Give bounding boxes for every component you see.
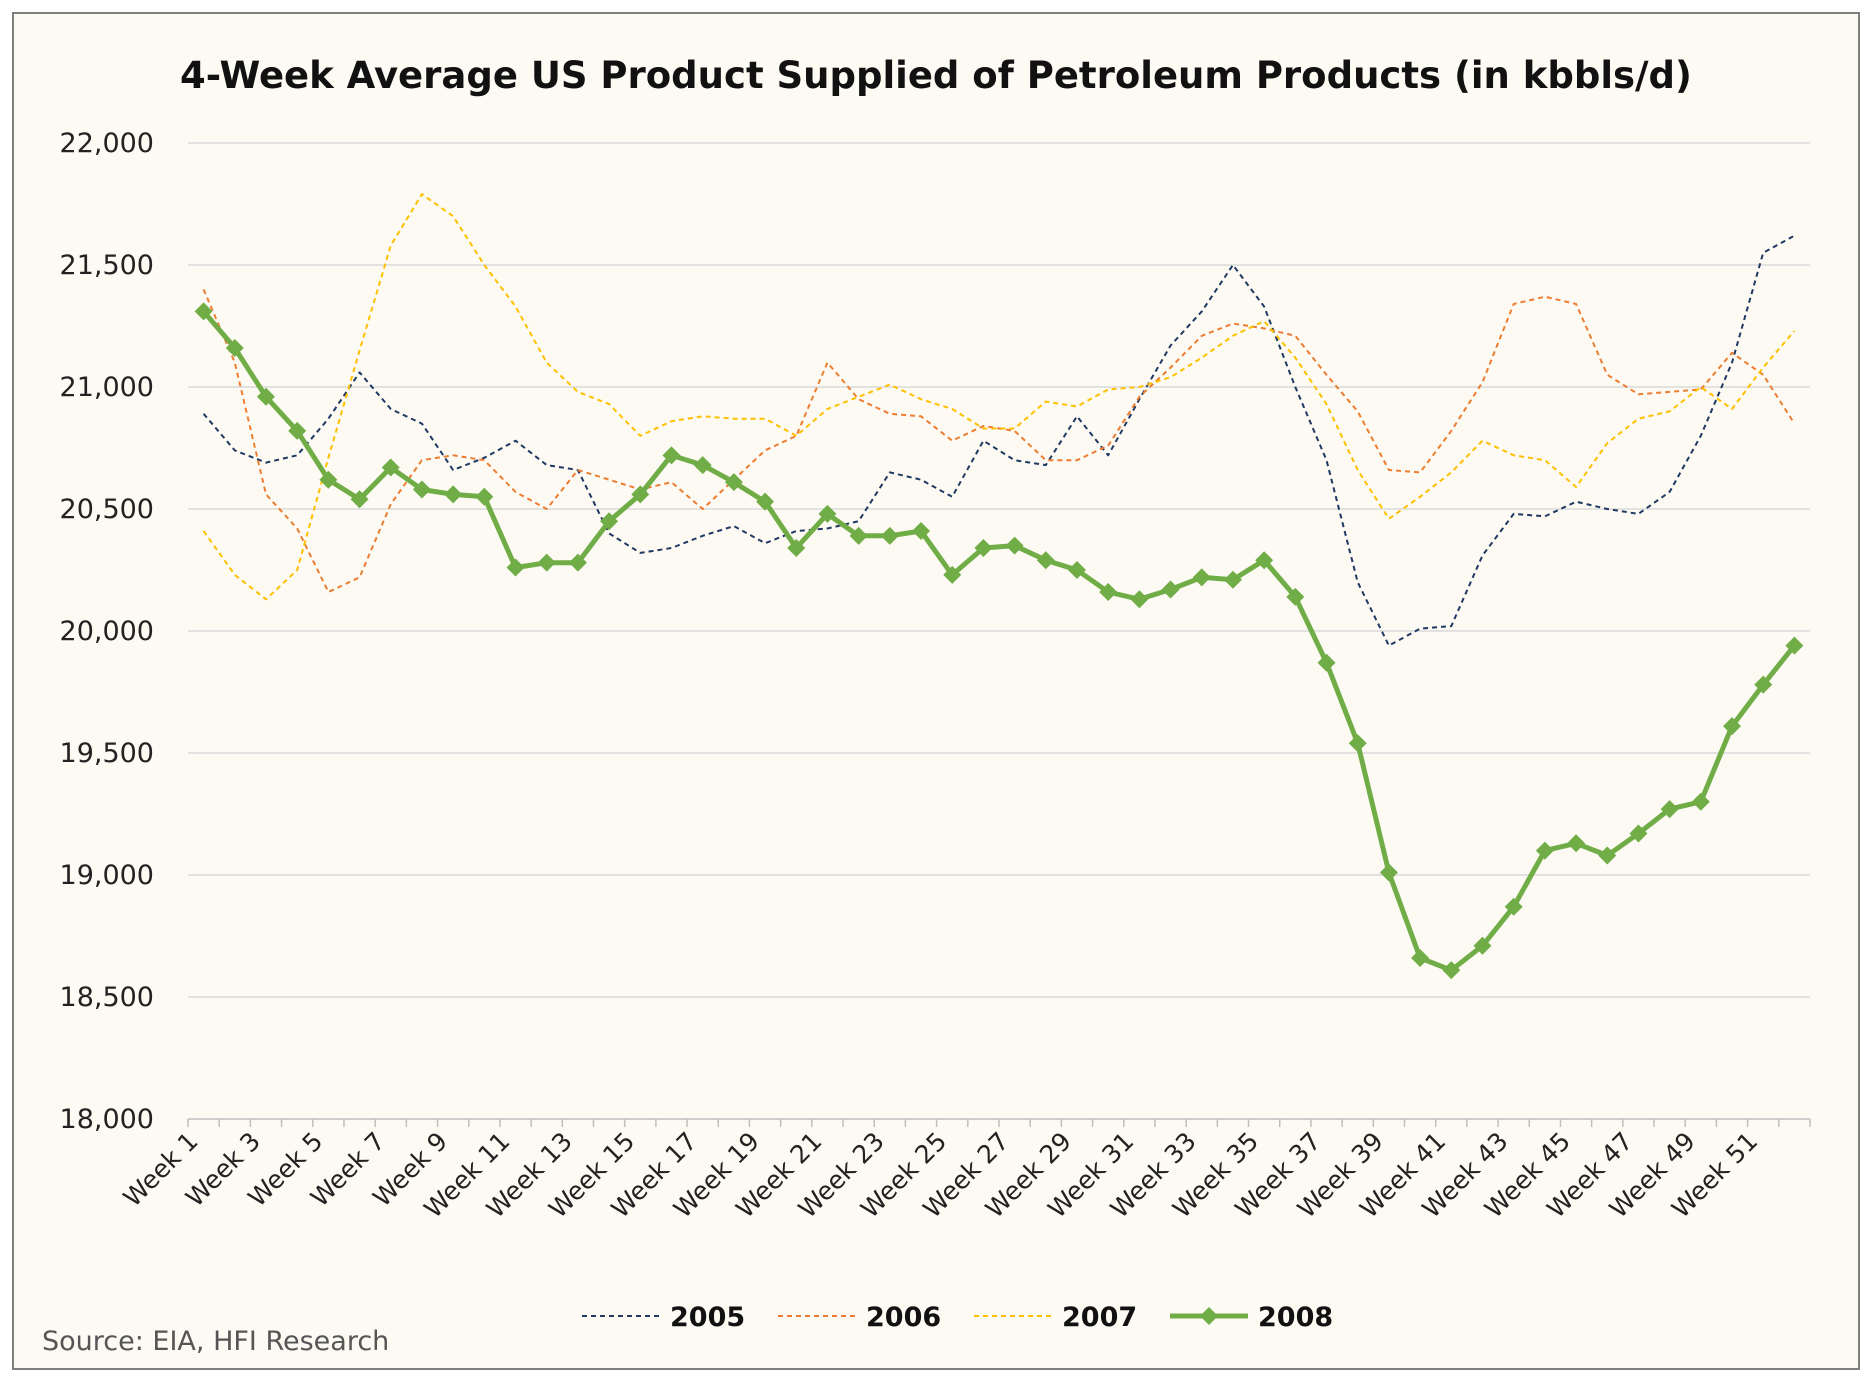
y-tick-label: 19,500 [60, 738, 154, 769]
data-point-2008 [1223, 570, 1242, 589]
data-point-2008 [631, 485, 650, 504]
data-point-2008 [693, 456, 712, 475]
series-line-2006 [202, 289, 1796, 593]
legend-label: 2005 [670, 1302, 745, 1333]
legend-marker [1200, 1307, 1218, 1325]
data-point-2008 [288, 421, 307, 440]
y-tick-label: 22,000 [60, 128, 154, 159]
series-line-2007 [202, 193, 1796, 601]
data-point-2008 [444, 485, 463, 504]
grid-lines [188, 142, 1810, 998]
data-point-2008 [1598, 846, 1617, 865]
legend: 2005 2006 2007 2008 [582, 1302, 1333, 1333]
data-point-2008 [1629, 824, 1648, 843]
data-point-2008 [662, 446, 681, 465]
legend-label: 2006 [866, 1302, 941, 1333]
data-point-2008 [724, 473, 743, 492]
data-point-2008 [350, 490, 369, 509]
data-point-2008 [1691, 792, 1710, 811]
data-point-2008 [1723, 717, 1742, 736]
y-tick-label: 20,000 [60, 616, 154, 647]
data-point-2008 [1036, 551, 1055, 570]
data-point-2008 [1255, 551, 1274, 570]
series-line-2005 [202, 234, 1795, 647]
data-point-2008 [537, 553, 556, 572]
data-point-2008 [1660, 800, 1679, 819]
data-point-2008 [1442, 961, 1461, 980]
data-point-2008 [600, 512, 619, 531]
legend-item-2007: 2007 [974, 1302, 1137, 1333]
data-point-2008 [849, 526, 868, 545]
data-point-2008 [1567, 834, 1586, 853]
data-point-2008 [194, 302, 213, 321]
data-point-2008 [1348, 734, 1367, 753]
legend-item-2008: 2008 [1170, 1302, 1333, 1333]
data-point-2008 [943, 565, 962, 584]
data-point-2008 [225, 338, 244, 357]
data-point-2008 [818, 504, 837, 523]
legend-label: 2008 [1258, 1302, 1333, 1333]
y-tick-label: 19,000 [60, 860, 154, 891]
data-point-2008 [1161, 580, 1180, 599]
data-point-2008 [1130, 590, 1149, 609]
data-point-2008 [506, 558, 525, 577]
chart-frame: 4-Week Average US Product Supplied of Pe… [12, 12, 1860, 1370]
data-point-2008 [381, 458, 400, 477]
chart-title: 4-Week Average US Product Supplied of Pe… [180, 54, 1692, 97]
data-point-2008 [568, 553, 587, 572]
data-point-2008 [1535, 841, 1554, 860]
data-point-2008 [256, 387, 275, 406]
data-point-2008 [756, 492, 775, 511]
data-point-2008 [1504, 897, 1523, 916]
legend-label: 2007 [1062, 1302, 1137, 1333]
y-tick-label: 21,000 [60, 372, 154, 403]
data-point-2008 [1317, 653, 1336, 672]
y-tick-label: 18,500 [60, 982, 154, 1013]
y-axis: 18,000 18,500 19,000 19,500 20,000 20,500 21,0… [60, 128, 154, 1135]
data-point-2008 [1099, 582, 1118, 601]
y-tick-label: 21,500 [60, 250, 154, 281]
source-note: Source: EIA, HFI Research [42, 1326, 389, 1357]
data-point-2008 [412, 480, 431, 499]
data-point-2008 [1067, 561, 1086, 579]
data-point-2008 [319, 470, 338, 489]
line-chart: 4-Week Average US Product Supplied of Pe… [42, 54, 1811, 1357]
data-point-2008 [880, 526, 899, 545]
data-point-2008 [1785, 636, 1804, 655]
legend-item-2006: 2006 [778, 1302, 941, 1333]
y-tick-label: 18,000 [60, 1104, 154, 1135]
data-point-2008 [1192, 568, 1211, 587]
series-lines [194, 193, 1804, 980]
legend-item-2005: 2005 [582, 1302, 745, 1333]
data-point-2008 [475, 487, 494, 506]
data-point-2008 [1286, 587, 1305, 606]
y-tick-label: 20,500 [60, 494, 154, 525]
data-point-2008 [912, 521, 931, 540]
data-point-2008 [974, 539, 993, 558]
data-point-2008 [1379, 863, 1398, 882]
data-point-2008 [1473, 936, 1492, 955]
data-point-2008 [1411, 948, 1430, 967]
data-point-2008 [787, 539, 806, 558]
series-line-2008 [201, 309, 1797, 973]
data-point-2008 [1005, 536, 1024, 555]
data-point-2008 [1754, 675, 1773, 694]
